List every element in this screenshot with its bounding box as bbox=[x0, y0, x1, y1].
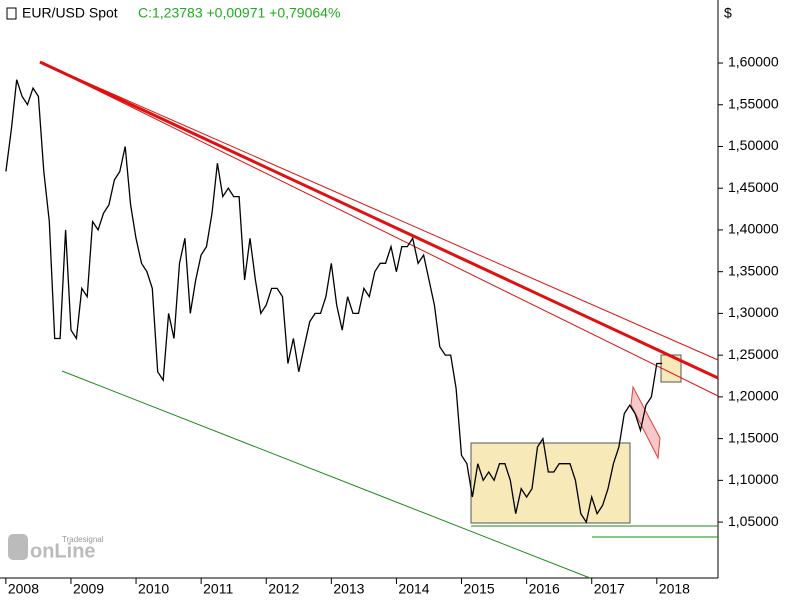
y-tick-label: 1,50000 bbox=[728, 137, 779, 153]
x-tick-label: 2011 bbox=[203, 581, 233, 597]
x-tick-label: 2016 bbox=[529, 581, 560, 597]
x-tick-label: 2012 bbox=[268, 581, 299, 597]
chart-subtitle: C:1,23783 +0,00971 +0,79064% bbox=[138, 5, 340, 21]
range-box bbox=[470, 442, 631, 524]
y-tick-label: 1,40000 bbox=[728, 221, 779, 237]
x-tick-label: 2015 bbox=[464, 581, 495, 597]
y-tick-label: 1,35000 bbox=[728, 262, 779, 278]
y-tick-label: 1,55000 bbox=[728, 95, 779, 111]
flag bbox=[630, 385, 661, 460]
logo-text: onLine bbox=[30, 540, 96, 562]
support-line bbox=[61, 370, 591, 579]
x-tick-label: 2009 bbox=[73, 581, 104, 597]
x-tick-label: 2014 bbox=[398, 581, 429, 597]
x-tick-label: 2018 bbox=[659, 581, 690, 597]
x-tick-label: 2010 bbox=[138, 581, 169, 597]
y-axis-label: $ bbox=[724, 5, 732, 21]
y-tick-label: 1,30000 bbox=[728, 304, 779, 320]
logo-small: Tradesignal bbox=[62, 535, 104, 544]
x-tick-label: 2008 bbox=[8, 581, 39, 597]
y-tick-label: 1,15000 bbox=[728, 429, 779, 445]
symbol-icon[interactable] bbox=[6, 7, 17, 20]
y-tick-label: 1,25000 bbox=[728, 346, 779, 362]
logo-mark bbox=[8, 534, 28, 560]
x-tick-label: 2017 bbox=[594, 581, 625, 597]
y-tick-label: 1,10000 bbox=[728, 471, 779, 487]
price-line bbox=[5, 79, 663, 524]
y-tick-label: 1,60000 bbox=[728, 54, 779, 70]
y-tick-label: 1,05000 bbox=[728, 513, 779, 529]
trend-line bbox=[39, 61, 719, 397]
y-tick-label: 1,20000 bbox=[728, 388, 779, 404]
trend-line bbox=[39, 61, 719, 361]
y-tick-label: 1,45000 bbox=[728, 179, 779, 195]
trend-line bbox=[39, 60, 719, 380]
chart-title: EUR/USD Spot bbox=[22, 5, 118, 21]
x-tick-label: 2013 bbox=[333, 581, 364, 597]
